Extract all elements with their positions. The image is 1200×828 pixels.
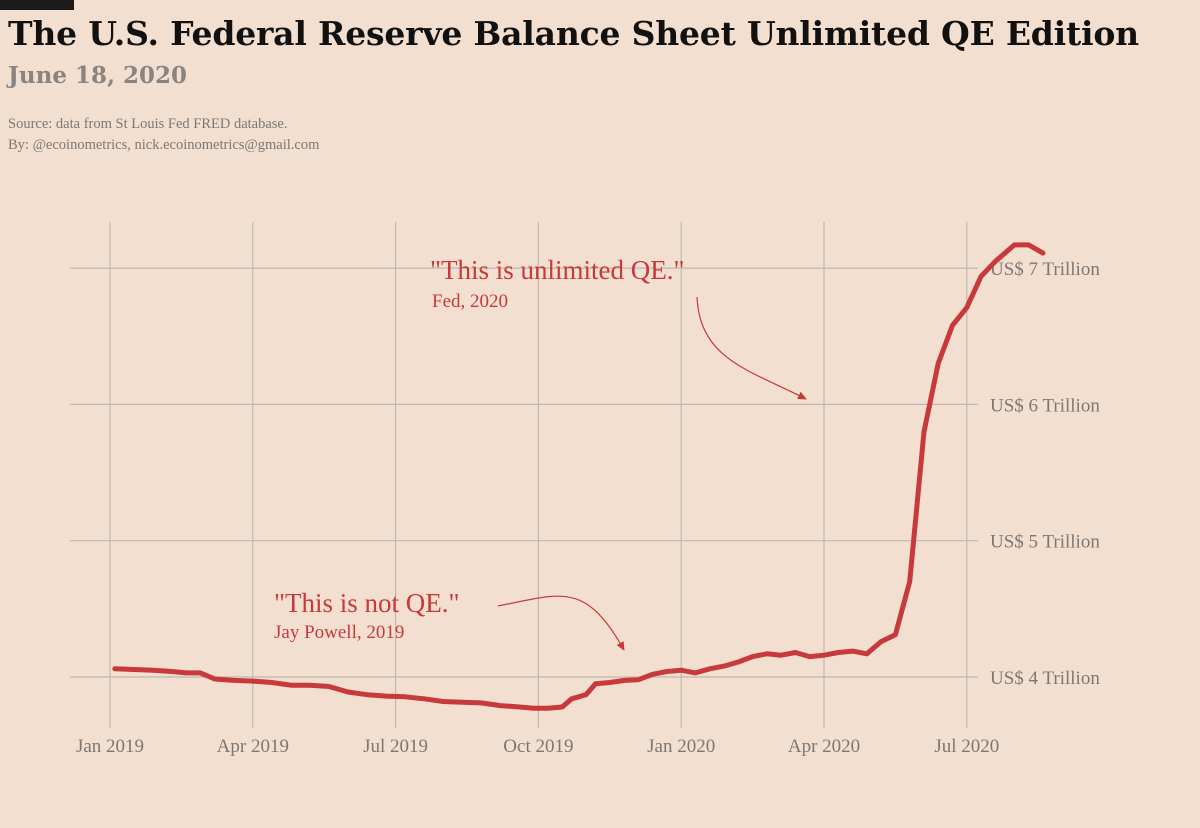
y-tick-label: US$ 5 Trillion (990, 532, 1100, 553)
annotation-not-qe-attribution: Jay Powell, 2019 (274, 622, 404, 643)
annotation-unlimited-qe: "This is unlimited QE." Fed, 2020 (430, 255, 807, 400)
chart-title: The U.S. Federal Reserve Balance Sheet U… (8, 14, 1139, 53)
x-tick-label: Jul 2020 (934, 736, 999, 757)
y-tick-label: US$ 7 Trillion (990, 259, 1100, 280)
y-tick-labels: US$ 4 Trillion US$ 5 Trillion US$ 6 Trilli… (990, 259, 1100, 689)
annotation-not-qe-quote: "This is not QE." (274, 588, 460, 618)
x-tick-label: Jan 2019 (76, 736, 144, 757)
x-tick-label: Jan 2020 (647, 736, 715, 757)
annotation-not-qe: "This is not QE." Jay Powell, 2019 (274, 588, 625, 651)
annotation-not-qe-arrow (497, 595, 625, 651)
y-tick-label: US$ 4 Trillion (990, 668, 1100, 689)
x-gridlines (109, 222, 968, 728)
byline: By: @ecoinometrics, nick.ecoinometrics@g… (8, 137, 320, 153)
x-tick-label: Oct 2019 (503, 736, 573, 757)
corner-bar (0, 0, 74, 10)
source-note: Source: data from St Louis Fed FRED data… (8, 116, 288, 132)
x-tick-label: Apr 2020 (788, 736, 860, 757)
annotation-unlimited-qe-arrow (696, 296, 807, 400)
annotation-unlimited-qe-quote: "This is unlimited QE." (430, 255, 685, 285)
balance-sheet-line (112, 242, 1046, 711)
chart-date: June 18, 2020 (8, 62, 188, 89)
x-tick-labels: Jan 2019 Apr 2019 Jul 2019 Oct 2019 Jan 2020… (76, 736, 999, 757)
y-tick-label: US$ 6 Trillion (990, 395, 1100, 416)
x-tick-label: Apr 2019 (217, 736, 289, 757)
annotation-unlimited-qe-attribution: Fed, 2020 (432, 291, 508, 312)
y-gridlines (70, 267, 978, 678)
x-tick-label: Jul 2019 (363, 736, 428, 757)
